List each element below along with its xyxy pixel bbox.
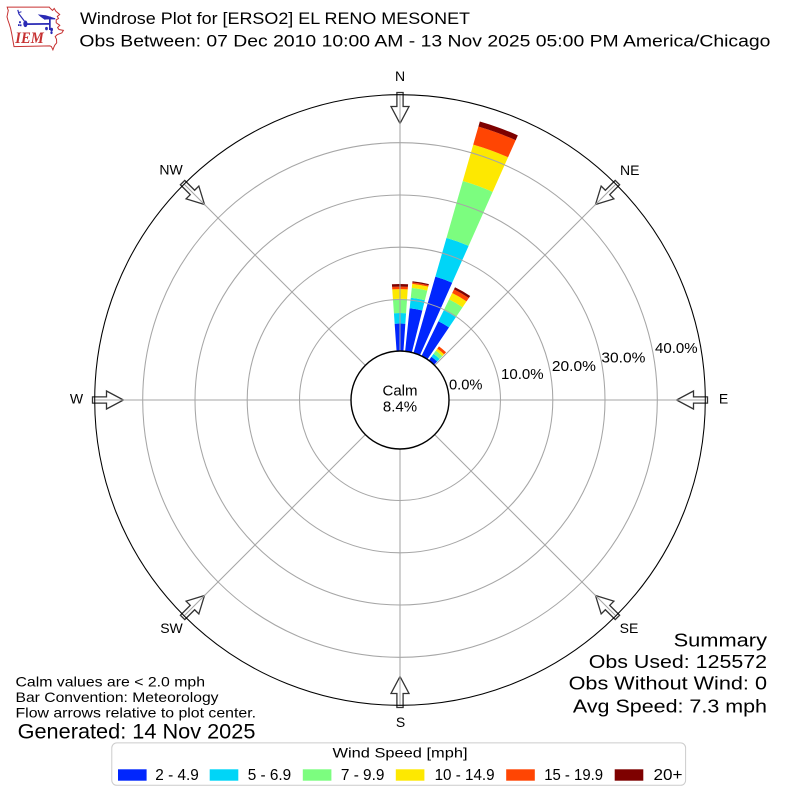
- svg-text:7 - 9.9: 7 - 9.9: [341, 767, 385, 784]
- svg-text:Bar Convention: Meteorology: Bar Convention: Meteorology: [16, 689, 219, 705]
- svg-text:20.0%: 20.0%: [552, 358, 596, 375]
- svg-text:Flow arrows relative to plot c: Flow arrows relative to plot center.: [16, 704, 257, 720]
- svg-text:8.4%: 8.4%: [383, 399, 417, 416]
- svg-text:NE: NE: [620, 162, 639, 178]
- svg-text:E: E: [719, 391, 728, 407]
- svg-text:30.0%: 30.0%: [601, 350, 645, 367]
- svg-text:Generated: 14 Nov 2025: Generated: 14 Nov 2025: [18, 721, 256, 744]
- svg-text:IEM: IEM: [14, 30, 45, 47]
- svg-text:0.0%: 0.0%: [449, 377, 483, 394]
- svg-text:10.0%: 10.0%: [501, 366, 544, 383]
- svg-text:15 - 19.9: 15 - 19.9: [544, 767, 603, 784]
- svg-text:N: N: [395, 68, 405, 84]
- svg-text:Obs Without Wind: 0: Obs Without Wind: 0: [569, 674, 767, 694]
- svg-text:SW: SW: [160, 620, 183, 636]
- svg-text:NW: NW: [159, 162, 183, 178]
- svg-text:W: W: [70, 391, 84, 407]
- svg-text:40.0%: 40.0%: [655, 340, 698, 357]
- svg-text:Obs Used: 125572: Obs Used: 125572: [589, 652, 767, 672]
- svg-text:20+: 20+: [654, 767, 683, 784]
- svg-text:Calm: Calm: [382, 383, 417, 400]
- svg-text:SE: SE: [620, 620, 639, 636]
- svg-text:2 - 4.9: 2 - 4.9: [155, 767, 199, 784]
- svg-text:S: S: [396, 714, 405, 730]
- svg-text:Windrose Plot for [ERSO2] EL R: Windrose Plot for [ERSO2] EL RENO MESONE…: [80, 9, 470, 28]
- svg-text:Obs Between: 07 Dec 2010 10:00: Obs Between: 07 Dec 2010 10:00 AM - 13 N…: [79, 32, 770, 51]
- svg-text:Wind Speed [mph]: Wind Speed [mph]: [333, 744, 468, 760]
- svg-text:Summary: Summary: [674, 631, 767, 651]
- svg-text:Calm values are < 2.0 mph: Calm values are < 2.0 mph: [16, 673, 205, 689]
- svg-text:Avg Speed: 7.3 mph: Avg Speed: 7.3 mph: [573, 697, 767, 717]
- svg-text:10 - 14.9: 10 - 14.9: [435, 767, 495, 784]
- svg-text:5 - 6.9: 5 - 6.9: [248, 767, 292, 784]
